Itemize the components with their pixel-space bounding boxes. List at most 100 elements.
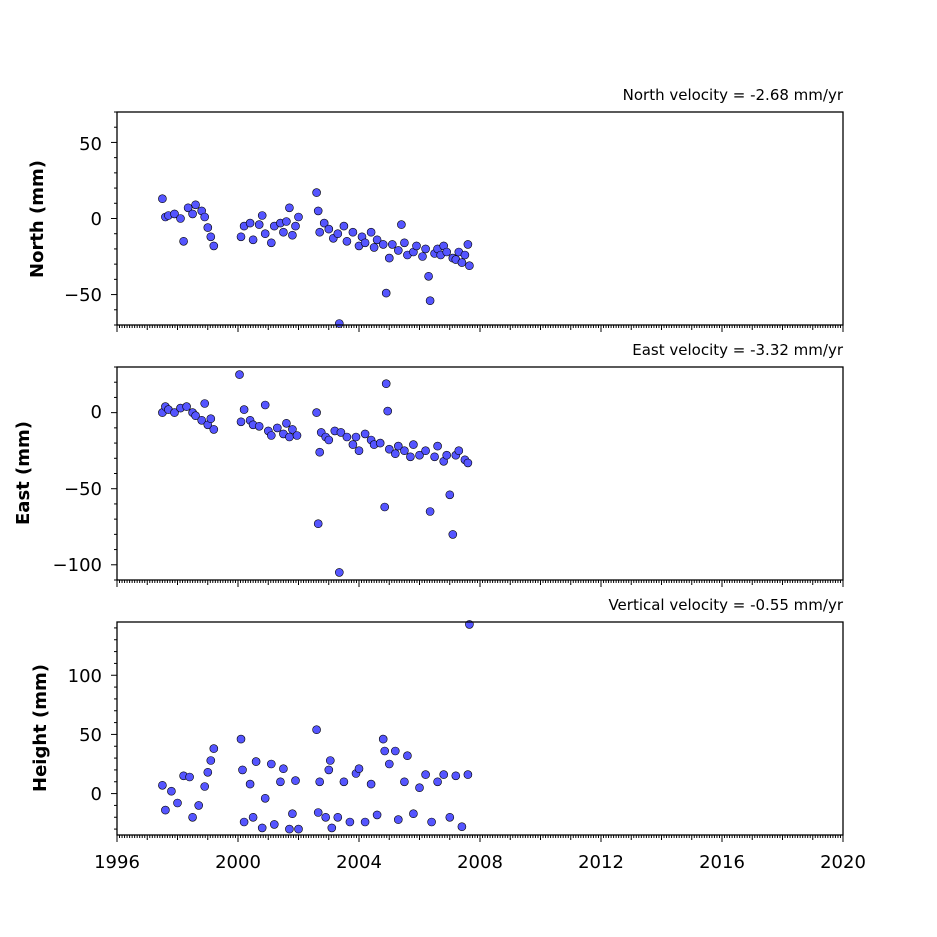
height-data-point (161, 805, 170, 815)
height-data-point (167, 786, 176, 796)
east-data-point (313, 519, 323, 529)
north-data-point (457, 258, 467, 267)
east-data-point (409, 440, 418, 449)
xtick-label: 2012 (578, 852, 624, 873)
north-data-point (424, 271, 433, 281)
east-ytick-label: 0 (91, 402, 102, 423)
height-y-axis-label: Height (mm) (30, 664, 51, 792)
north-y-axis-label: North (mm) (27, 160, 48, 278)
xtick-label: 2008 (457, 852, 503, 873)
height-data-point (251, 757, 261, 766)
north-data-point (324, 224, 334, 234)
north-data-point (460, 250, 470, 260)
height-data-point (384, 759, 394, 769)
height-data-point (321, 812, 331, 822)
north-data-point (425, 296, 435, 306)
north-data-point (418, 252, 427, 261)
north-data-point (412, 241, 421, 251)
east-panel: East velocity = -3.32 mm/yr East (mm) 0 … (13, 341, 844, 587)
height-y-tick-labels: 100 50 0 (68, 666, 102, 805)
east-axes-frame (116, 366, 844, 581)
height-data-point (325, 756, 335, 765)
height-data-point (206, 756, 216, 765)
east-data-point (285, 432, 294, 442)
height-data-point (380, 746, 390, 756)
height-data-point (312, 725, 321, 735)
north-data-point (384, 253, 394, 263)
east-data-point (360, 429, 370, 439)
height-data-point (451, 771, 461, 781)
east-data-point (282, 418, 291, 428)
east-data-point (393, 441, 403, 451)
height-data-point (245, 779, 255, 789)
east-data-point (351, 432, 361, 442)
east-data-point (381, 379, 391, 389)
east-velocity-title: East velocity = -3.32 mm/yr (632, 341, 844, 359)
north-data-point (378, 240, 388, 249)
height-axes-frame (116, 621, 844, 836)
east-data-point (425, 507, 435, 516)
north-data-point (260, 229, 270, 238)
east-data-point (197, 415, 206, 425)
height-data-point (415, 783, 424, 793)
height-data-point (427, 817, 436, 827)
height-data-point (239, 817, 249, 827)
height-data-point (173, 798, 182, 808)
east-y-axis-label: East (mm) (13, 421, 34, 525)
east-data-point (236, 417, 246, 427)
north-data-point (366, 227, 376, 237)
height-data-point (354, 764, 364, 774)
north-data-point (319, 218, 329, 228)
height-ytick-label: 100 (68, 666, 102, 687)
height-data-point (378, 734, 388, 744)
height-data-point (188, 812, 197, 822)
height-data-point (288, 809, 297, 819)
height-data-point (294, 824, 303, 834)
height-data-point (390, 746, 400, 756)
xtick-label: 1996 (94, 852, 140, 873)
height-data-point (409, 809, 418, 819)
north-data-point (176, 214, 185, 223)
height-data-point (339, 777, 349, 787)
east-ytick-label: −50 (64, 479, 102, 500)
vertical-velocity-title: Vertical velocity = -0.55 mm/yr (608, 596, 843, 614)
north-data-point (421, 244, 430, 254)
north-scatter-points (158, 188, 474, 328)
north-data-point (465, 261, 474, 271)
east-data-point (206, 414, 216, 424)
north-data-point (200, 212, 209, 222)
height-data-point (266, 759, 276, 769)
east-data-point (384, 444, 394, 454)
north-data-point (400, 238, 409, 248)
north-data-point (203, 223, 213, 232)
north-data-point (387, 240, 397, 249)
height-data-point (403, 751, 412, 761)
east-data-point (260, 400, 270, 410)
north-data-point (369, 243, 379, 252)
height-data-point (421, 770, 430, 779)
height-data-point (360, 817, 370, 827)
east-data-point (463, 458, 473, 468)
north-ytick-label: −50 (64, 285, 102, 306)
north-axes-frame (116, 111, 844, 326)
north-data-point (282, 217, 291, 226)
height-scatter-points (158, 620, 474, 834)
east-data-point (336, 428, 346, 437)
east-data-point (442, 450, 452, 460)
xtick-label: 2004 (336, 852, 382, 873)
east-data-point (415, 450, 424, 460)
east-plot-area (111, 366, 844, 587)
height-data-point (372, 810, 382, 820)
height-data-point (200, 782, 209, 791)
height-data-point (313, 808, 323, 817)
height-data-point (463, 770, 473, 779)
north-data-point (254, 220, 264, 229)
height-data-point (185, 772, 194, 782)
east-data-point (334, 568, 344, 577)
east-data-point (342, 432, 352, 442)
east-data-point (170, 408, 179, 417)
east-data-point (383, 406, 393, 416)
east-data-point (235, 370, 244, 379)
height-data-point (257, 823, 267, 833)
east-data-point (191, 411, 200, 421)
